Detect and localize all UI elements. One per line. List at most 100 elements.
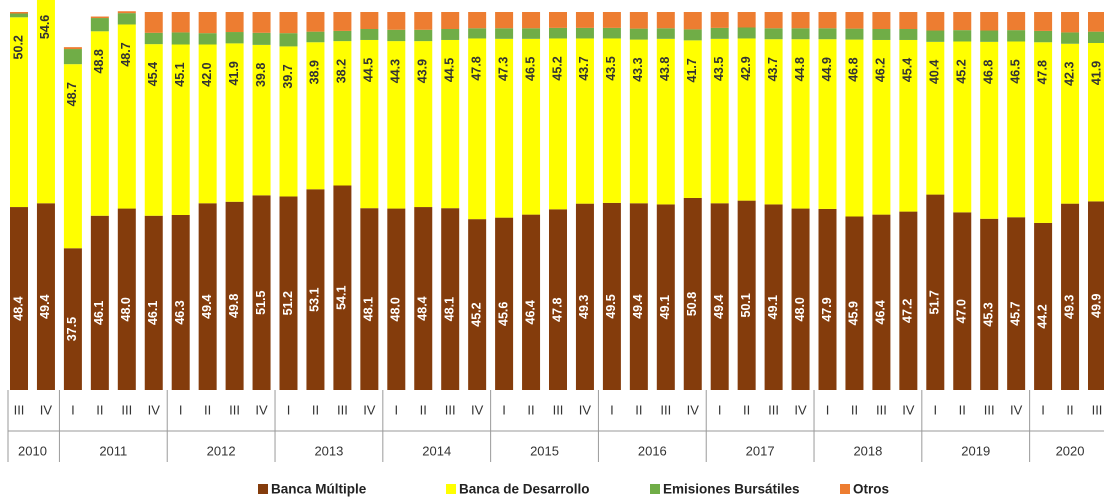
bar-segment xyxy=(845,216,864,390)
bar-segment xyxy=(63,47,82,50)
bar-segment xyxy=(10,17,28,208)
value-label: 43.7 xyxy=(577,56,591,80)
x-tick-label: I xyxy=(502,402,506,417)
value-label: 50.1 xyxy=(739,293,753,317)
bar-segment xyxy=(737,200,756,390)
legend-swatch xyxy=(258,484,268,494)
bar-segment xyxy=(522,38,541,215)
value-label: 38.2 xyxy=(335,59,349,83)
bar-segment xyxy=(387,12,406,30)
bar-segment xyxy=(171,12,190,33)
value-label: 47.0 xyxy=(955,299,969,323)
value-label: 46.4 xyxy=(874,300,888,324)
bar-segment xyxy=(522,214,541,390)
plot-area xyxy=(10,0,1104,390)
bar-segment xyxy=(522,12,541,29)
value-label: 47.8 xyxy=(550,297,564,321)
x-tick-label: III xyxy=(768,402,779,417)
bar-segment xyxy=(899,29,918,40)
bar-segment xyxy=(441,39,460,209)
value-label: 46.2 xyxy=(874,58,888,82)
value-label: 47.8 xyxy=(1035,60,1049,84)
bar-segment xyxy=(360,12,379,30)
bar-segment xyxy=(441,29,460,40)
bar-segment xyxy=(710,27,729,39)
x-tick-label: IV xyxy=(687,402,700,417)
year-label: 2015 xyxy=(530,443,559,458)
bar-segment xyxy=(279,196,298,390)
bar-segment xyxy=(899,12,918,30)
x-tick-label: III xyxy=(445,402,456,417)
bar-segment xyxy=(602,27,621,39)
bar-segment xyxy=(333,41,352,186)
bar-segment xyxy=(333,185,352,390)
bar-segment xyxy=(980,218,999,390)
bar-segment xyxy=(414,29,433,42)
x-tick-label: II xyxy=(635,402,642,417)
bar-segment xyxy=(144,12,163,33)
bar-segment xyxy=(1007,217,1026,390)
bar-segment xyxy=(225,43,244,202)
bar-segment xyxy=(872,12,891,30)
value-label: 49.3 xyxy=(577,295,591,319)
x-tick-label: I xyxy=(1041,402,1045,417)
bar-segment xyxy=(872,39,891,215)
bar-segment xyxy=(1088,42,1104,202)
bar-segment xyxy=(980,12,999,31)
bar-segment xyxy=(252,32,271,45)
bar-segment xyxy=(791,208,810,390)
value-label: 50.2 xyxy=(11,35,25,59)
bar-segment xyxy=(414,12,433,30)
bar-segment xyxy=(306,12,325,32)
value-label: 45.4 xyxy=(901,58,915,82)
bar-segment xyxy=(360,29,379,40)
bar-segment xyxy=(926,30,945,42)
x-tick-label: I xyxy=(718,402,722,417)
x-tick-label: II xyxy=(743,402,750,417)
bar-segment xyxy=(333,12,352,31)
bar-segment xyxy=(737,27,756,39)
bar-segment xyxy=(10,12,28,14)
bar-segment xyxy=(144,215,163,390)
bar-segment xyxy=(872,214,891,390)
bar-segment xyxy=(575,27,594,39)
x-tick-label: IV xyxy=(363,402,376,417)
bar-segment xyxy=(117,208,136,390)
value-label: 46.3 xyxy=(173,300,187,324)
value-label: 45.2 xyxy=(550,56,564,80)
value-label: 44.9 xyxy=(820,57,834,81)
legend-swatch xyxy=(446,484,456,494)
bar-segment xyxy=(818,28,837,40)
x-tick-label: II xyxy=(420,402,427,417)
value-label: 38.9 xyxy=(308,60,322,84)
x-tick-label: II xyxy=(851,402,858,417)
x-tick-label: I xyxy=(610,402,614,417)
bar-segment xyxy=(818,39,837,209)
bar-segment xyxy=(575,38,594,204)
value-label: 49.1 xyxy=(658,295,672,319)
value-label: 47.9 xyxy=(820,297,834,321)
x-tick-label: III xyxy=(14,402,25,417)
bar-segment xyxy=(225,201,244,390)
bar-segment xyxy=(1088,201,1104,390)
value-label: 50.8 xyxy=(685,292,699,316)
bar-segment xyxy=(360,39,379,209)
bar-segment xyxy=(602,12,621,28)
year-label: 2010 xyxy=(18,443,47,458)
value-label: 45.6 xyxy=(496,302,510,326)
bar-segment xyxy=(171,214,190,390)
bar-segment xyxy=(1061,203,1080,390)
x-tick-label: II xyxy=(527,402,534,417)
value-label: 49.8 xyxy=(227,294,241,318)
bar-segment xyxy=(306,189,325,390)
value-label: 49.4 xyxy=(38,294,52,318)
value-label: 49.1 xyxy=(766,295,780,319)
bar-segment xyxy=(629,203,648,390)
bar-segment xyxy=(468,12,487,29)
year-label: 2011 xyxy=(99,443,127,458)
bar-segment xyxy=(468,219,487,390)
bar-segment xyxy=(980,41,999,219)
bar-segment xyxy=(953,212,972,390)
bar-segment xyxy=(171,44,190,215)
